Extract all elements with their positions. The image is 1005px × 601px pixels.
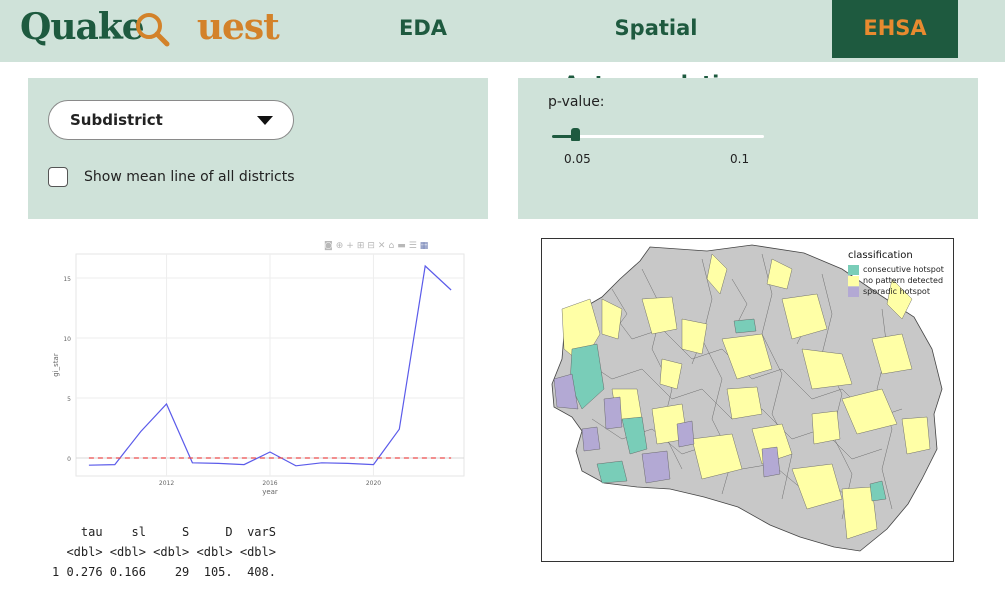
legend-title: classification: [848, 250, 913, 261]
zoom-icon[interactable]: ⊕: [335, 241, 347, 251]
tab-ehsa[interactable]: EHSA: [832, 0, 958, 58]
level-select[interactable]: Subdistrict: [48, 100, 294, 140]
spike-icon[interactable]: ▬: [397, 241, 409, 251]
ehsa-map[interactable]: [541, 238, 954, 562]
pvalue-label: p-value:: [548, 94, 605, 110]
x-axis-label: year: [262, 488, 278, 496]
y-tick-label: 10: [63, 336, 71, 343]
zoom-in-icon[interactable]: ⊞: [356, 241, 368, 251]
sporadic-hotspot-regions: [553, 373, 781, 484]
y-tick-label: 5: [67, 396, 71, 403]
legend-item: no pattern detected: [848, 275, 944, 286]
app-logo[interactable]: Quake uest: [20, 6, 280, 48]
mann-kendall-output: tau sl S D varS <dbl> <dbl> <dbl> <dbl> …: [52, 522, 276, 582]
logo-text-quake: Quake: [20, 6, 145, 48]
legend-swatch: [848, 264, 859, 275]
magnifier-q-icon: [136, 13, 170, 47]
slider-tick-label: 0.05: [564, 152, 591, 166]
y-tick-label: 0: [67, 456, 71, 463]
legend-label: consecutive hotspot: [863, 265, 944, 274]
mean-line-checkbox[interactable]: [48, 167, 68, 187]
ehsa-map-svg: [551, 244, 943, 552]
legend-swatch: [848, 286, 859, 297]
legend-swatch: [848, 275, 859, 286]
gi-star-chart[interactable]: 0 5 10 15 2012 2016 2020 year gi_star: [50, 238, 468, 498]
logo-text-uest: uest: [196, 6, 280, 48]
pan-icon[interactable]: +: [346, 241, 357, 251]
stats-header: tau sl S D varS: [52, 525, 276, 539]
gi-star-line: [88, 264, 452, 467]
autoscale-icon[interactable]: ✕: [377, 241, 389, 251]
map-legend: classification consecutive hotspot no pa…: [848, 250, 944, 297]
filter-panel: Subdistrict Show mean line of all distri…: [28, 78, 488, 219]
pvalue-panel: p-value: 0.05 0.1: [518, 78, 978, 219]
x-tick-label: 2020: [366, 480, 381, 487]
home-icon[interactable]: ⌂: [388, 241, 398, 251]
pvalue-slider-fill: [552, 135, 576, 138]
x-tick-label: 2016: [262, 480, 277, 487]
stats-types: <dbl> <dbl> <dbl> <dbl> <dbl>: [52, 545, 276, 559]
legend-item: consecutive hotspot: [848, 264, 944, 275]
slider-tick-label: 0.1: [730, 152, 750, 166]
legend-item: sporadic hotspot: [848, 286, 944, 297]
x-tick-label: 2012: [159, 480, 174, 487]
plotly-logo-icon[interactable]: ▦: [419, 241, 432, 251]
legend-label: no pattern detected: [863, 276, 944, 285]
navbar: Quake uest EDA Spatial Autocorrelation E…: [0, 0, 1005, 96]
caret-down-icon: [257, 116, 273, 125]
compare-icon[interactable]: ☰: [408, 241, 420, 251]
legend-label: sporadic hotspot: [863, 287, 930, 296]
pvalue-slider-track[interactable]: [552, 135, 764, 138]
zoom-out-icon[interactable]: ⊟: [367, 241, 378, 251]
y-tick-label: 15: [63, 276, 71, 283]
no-pattern-regions: [561, 253, 931, 540]
level-select-value: Subdistrict: [70, 111, 163, 129]
tab-eda[interactable]: EDA: [398, 16, 448, 40]
plot-modebar: ◙⊕+⊞⊟✕⌂▬☰▦: [324, 241, 431, 253]
mean-line-checkbox-label[interactable]: Show mean line of all districts: [84, 169, 295, 185]
gi-star-chart-svg: 0 5 10 15 2012 2016 2020 year gi_star: [52, 253, 465, 496]
stats-row: 1 0.276 0.166 29 105. 408.: [52, 565, 276, 579]
y-axis-label: gi_star: [52, 353, 60, 377]
camera-icon[interactable]: ◙: [324, 241, 336, 251]
pvalue-slider-handle[interactable]: [571, 128, 580, 141]
tab-spatial-autocorrelation[interactable]: Spatial Autocorrelation: [563, 16, 748, 96]
consecutive-hotspot-regions: [569, 318, 887, 502]
